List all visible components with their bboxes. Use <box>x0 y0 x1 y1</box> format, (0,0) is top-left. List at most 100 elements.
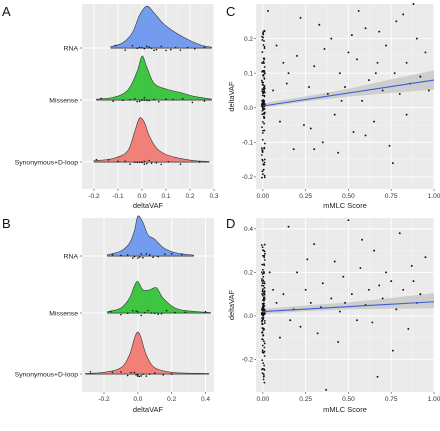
density-rna <box>110 5 212 49</box>
data-point <box>170 48 172 51</box>
data-point <box>371 321 374 324</box>
data-point <box>395 20 398 23</box>
data-point <box>262 254 264 257</box>
y-tick-label: 0.0 <box>244 105 253 112</box>
data-point <box>143 160 146 163</box>
data-point <box>260 244 263 247</box>
data-point <box>143 47 146 50</box>
data-point <box>262 107 264 110</box>
data-point <box>376 61 379 64</box>
data-point <box>262 373 265 376</box>
data-point <box>261 120 264 123</box>
data-point <box>203 46 206 48</box>
data-point <box>263 296 266 299</box>
data-point <box>194 47 196 50</box>
density-missense <box>96 55 212 101</box>
data-point <box>338 310 341 313</box>
data-point <box>142 256 144 259</box>
data-point <box>143 311 146 314</box>
data-point <box>263 243 266 246</box>
ridge-missense <box>96 55 212 104</box>
data-point <box>388 144 391 147</box>
data-point <box>138 100 141 103</box>
data-point <box>89 370 92 373</box>
x-tick-label: -0.2 <box>88 193 100 200</box>
data-point <box>182 97 184 100</box>
data-point <box>153 98 155 101</box>
data-point <box>263 142 266 145</box>
data-point <box>136 100 138 103</box>
data-point <box>146 45 148 48</box>
data-point <box>261 368 263 371</box>
data-point <box>419 75 422 78</box>
data-point <box>203 100 206 102</box>
data-point <box>174 46 177 49</box>
data-point <box>263 319 266 322</box>
x-tick-label: 1.00 <box>428 396 440 403</box>
x-tick-label: -0.2 <box>98 396 110 403</box>
data-point <box>261 170 264 173</box>
data-point <box>424 256 427 259</box>
data-point <box>344 86 346 88</box>
y-tick-label: 0.1 <box>244 70 253 77</box>
data-point <box>261 35 263 38</box>
x-tick-label: 0.25 <box>299 396 312 403</box>
data-point <box>262 312 265 315</box>
data-point <box>141 46 143 49</box>
data-point <box>261 101 264 104</box>
data-point <box>263 85 266 87</box>
x-tick-label: 0.50 <box>342 396 355 403</box>
data-point <box>261 81 264 84</box>
scatter-chart-c: 0.00 0.25 0.50 0.75 1.00 -0.2 -0.1 0.0 0.1 0.2 mML… <box>227 3 440 210</box>
data-point <box>381 89 384 92</box>
data-point <box>395 308 398 311</box>
x-axis-label: deltaVAF <box>133 201 164 210</box>
ridgeline-chart-b: RNA Missense Synonymous+D-loop -0.2 0.0 0.2 0.… <box>15 215 214 414</box>
x-tick-label: 1.00 <box>428 193 440 200</box>
data-point <box>261 338 264 341</box>
density-missense <box>107 281 211 314</box>
data-point <box>131 257 134 259</box>
data-point <box>261 70 264 73</box>
data-point <box>157 255 159 258</box>
data-point <box>135 374 137 376</box>
data-point <box>143 163 146 165</box>
data-point <box>135 310 137 312</box>
data-point <box>262 292 265 295</box>
data-point <box>337 341 340 343</box>
data-point <box>261 322 264 325</box>
y-tick-label: 0.2 <box>244 270 253 277</box>
data-point <box>378 284 381 287</box>
density-synonymous-d-loop <box>93 117 210 163</box>
scatter-points <box>267 3 430 165</box>
data-point <box>137 375 139 377</box>
data-point <box>272 288 275 291</box>
data-point <box>153 49 155 52</box>
data-point <box>160 45 162 48</box>
data-point <box>364 134 367 137</box>
data-point <box>333 260 336 263</box>
x-axis-label: mMLC Score <box>323 405 367 414</box>
data-point <box>321 141 324 144</box>
data-point <box>262 378 265 381</box>
panel-letter-b: B <box>2 216 11 231</box>
data-point <box>263 280 266 283</box>
data-point <box>263 176 266 179</box>
data-point <box>261 173 264 176</box>
data-point <box>124 160 126 162</box>
y-tick-label: 0.4 <box>244 226 253 233</box>
data-point <box>263 381 266 384</box>
data-point <box>337 151 340 154</box>
data-point <box>167 160 170 163</box>
data-point <box>262 375 265 378</box>
data-point <box>261 359 264 362</box>
data-point <box>263 350 266 353</box>
data-point <box>150 47 153 49</box>
data-point <box>95 158 98 161</box>
data-point <box>275 44 278 47</box>
data-point <box>313 243 316 246</box>
x-tick-label: 0.0 <box>137 193 146 200</box>
x-tick-label: 0.00 <box>257 396 270 403</box>
x-tick-label: 0.75 <box>385 193 398 200</box>
data-point <box>263 88 265 91</box>
